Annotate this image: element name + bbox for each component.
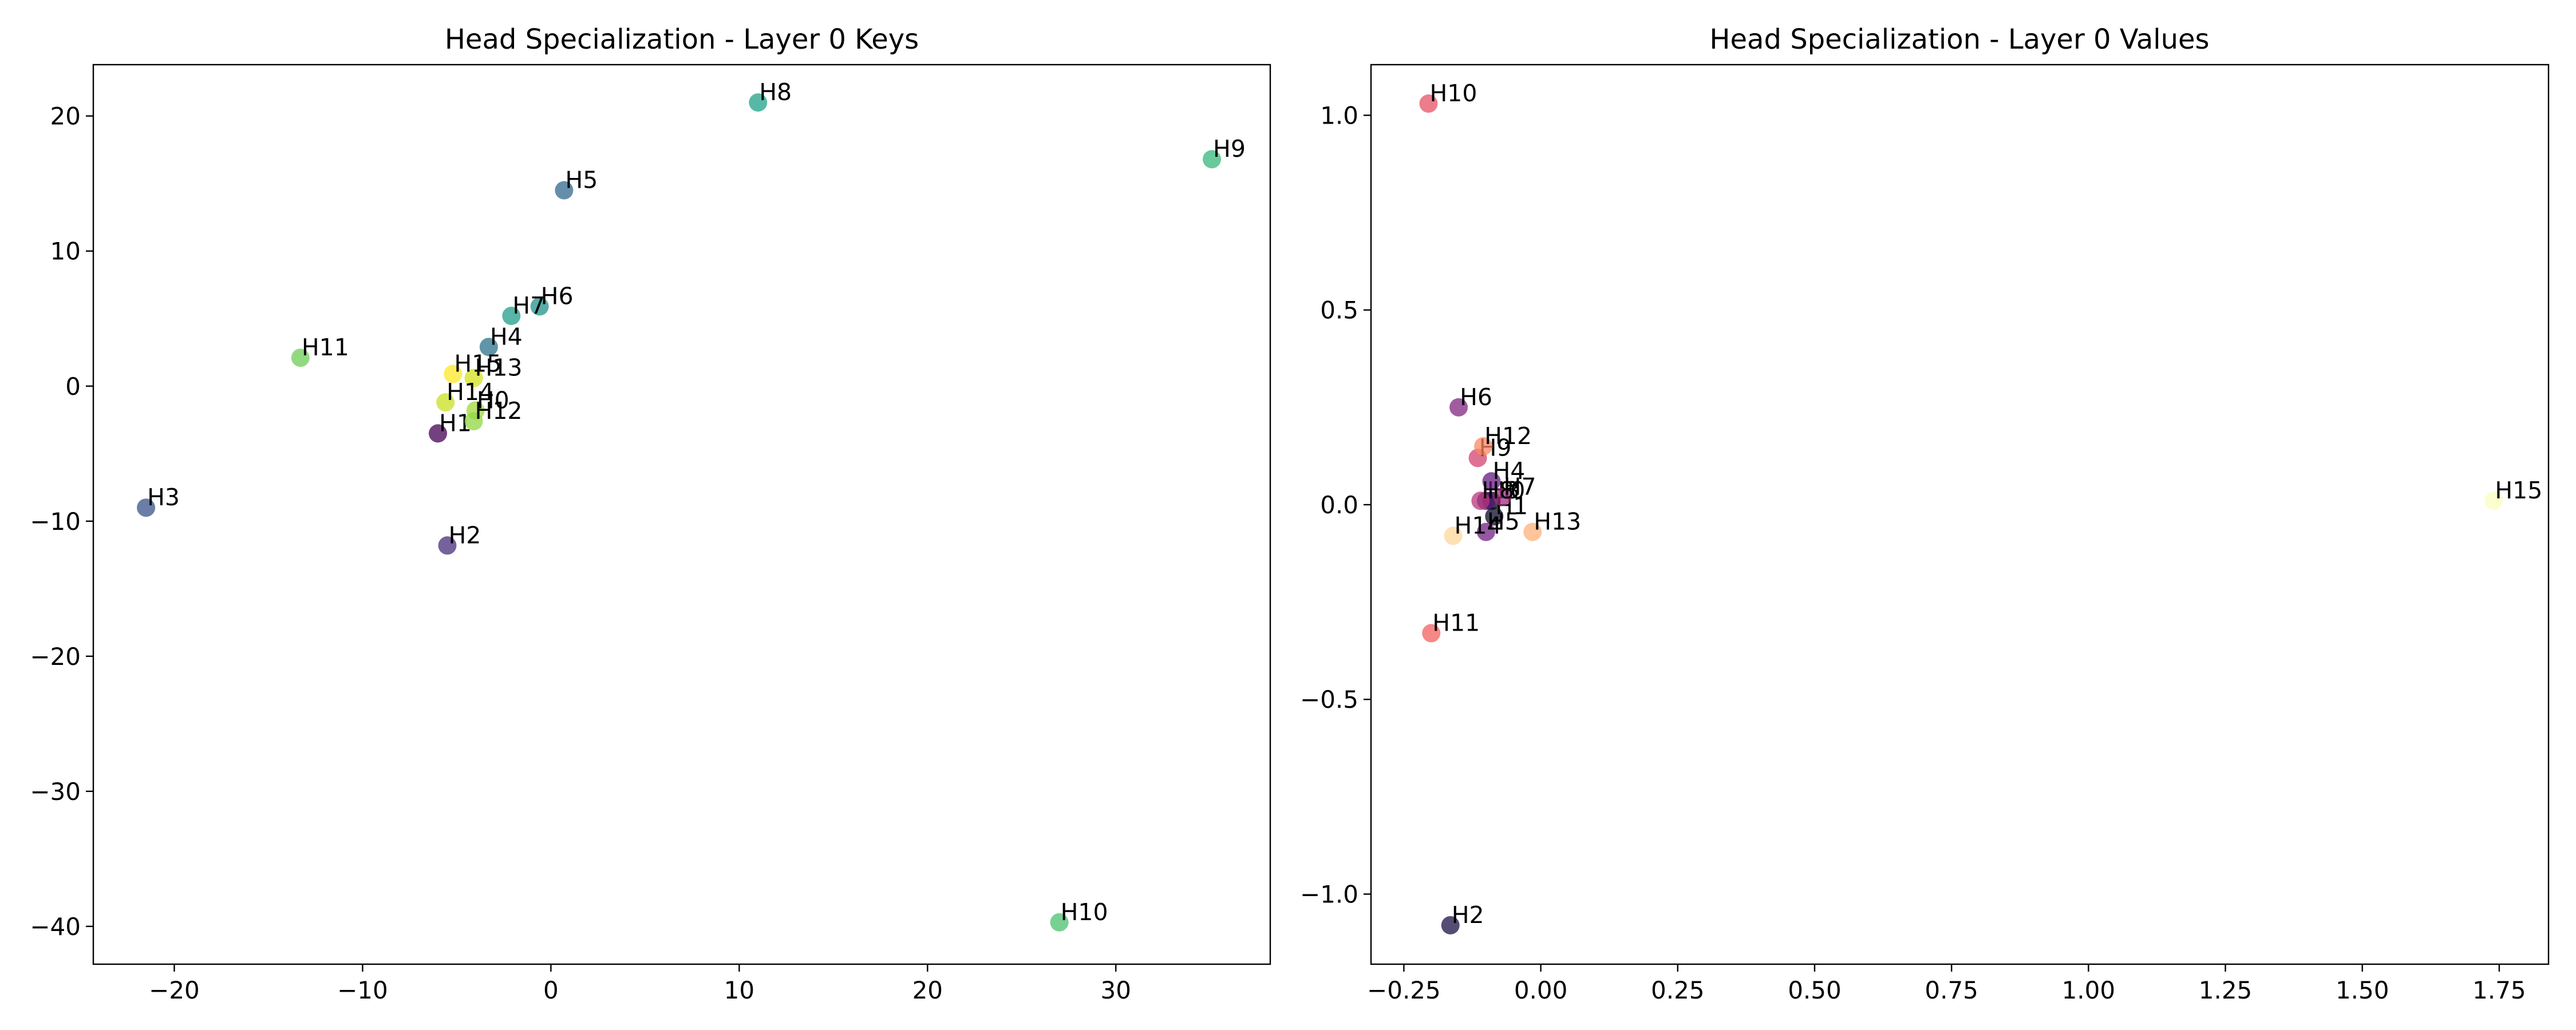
keys-point-label-h0: H0: [477, 386, 509, 414]
keys-point-label-h12: H12: [475, 397, 522, 425]
keys-x-tick-label: 20: [912, 976, 943, 1004]
keys-y-tick-label: −10: [30, 508, 81, 536]
keys-point-h4: [479, 338, 498, 356]
keys-x-tick-label: 10: [724, 976, 754, 1004]
keys-point-h13: [464, 369, 483, 387]
values-x-tick-label: 0.25: [1651, 976, 1705, 1004]
keys-point-label-h9: H9: [1213, 135, 1246, 163]
keys-y-tick-label: −20: [30, 643, 81, 671]
keys-point-h14: [436, 393, 455, 412]
values-y-tick-label: 0.0: [1320, 491, 1358, 519]
values-point-label-h4: H4: [1492, 457, 1525, 485]
keys-scatter-panel: Head Specialization - Layer 0 Keys −20 −1…: [30, 23, 1271, 1004]
keys-y-tick-label: −40: [30, 913, 81, 941]
keys-x-tick-label: −20: [149, 976, 200, 1004]
keys-point-label-h10: H10: [1061, 898, 1108, 926]
keys-y-tick-label: 20: [50, 102, 81, 130]
values-point-label-h2: H2: [1452, 901, 1484, 929]
keys-point-label-h3: H3: [147, 484, 180, 511]
keys-point-h6: [530, 297, 549, 316]
values-point-label-h10: H10: [1429, 80, 1477, 107]
values-point-h6: [1449, 398, 1468, 417]
values-point-h15: [2484, 492, 2503, 510]
keys-point-label-h6: H6: [541, 283, 574, 310]
values-x-tick-label: 0.50: [1788, 976, 1842, 1004]
values-point-h2: [1441, 916, 1460, 934]
keys-point-h9: [1203, 150, 1222, 169]
keys-x-tick-label: 0: [543, 976, 559, 1004]
keys-point-h7: [502, 307, 521, 326]
values-scatter-panel: Head Specialization - Layer 0 Values −0.…: [1300, 23, 2550, 1004]
values-y-tick-label: −1.0: [1300, 881, 1358, 909]
values-point-label-h12: H12: [1484, 422, 1532, 450]
values-y-tick-label: 0.5: [1320, 296, 1358, 324]
keys-point-label-h4: H4: [490, 323, 523, 350]
values-point-h13: [1523, 522, 1542, 541]
values-x-tick-label: 1.50: [2336, 976, 2389, 1004]
keys-point-h2: [438, 536, 457, 555]
values-point-label-h6: H6: [1460, 383, 1492, 411]
values-point-h11: [1422, 624, 1441, 643]
keys-point-label-h13: H13: [475, 354, 522, 382]
keys-point-h15: [444, 365, 463, 383]
keys-point-h5: [555, 181, 574, 200]
keys-point-h10: [1050, 913, 1069, 932]
values-point-label-h5: H5: [1487, 508, 1520, 536]
values-x-tick-label: 1.75: [2472, 976, 2526, 1004]
values-x-tick-label: −0.25: [1367, 976, 1441, 1004]
values-x-tick-label: 1.00: [2062, 976, 2116, 1004]
keys-point-label-h8: H8: [759, 78, 792, 106]
values-plot-frame: [1370, 64, 2550, 965]
keys-y-tick-label: 10: [50, 237, 81, 266]
keys-y-tick-label: 0: [65, 373, 81, 401]
keys-y-tick-label: −30: [30, 778, 81, 806]
values-point-h8: [1471, 492, 1490, 510]
keys-point-label-h11: H11: [302, 334, 349, 361]
values-point-h10: [1419, 94, 1438, 113]
keys-point-label-h15: H15: [454, 350, 501, 378]
keys-point-h11: [291, 348, 310, 367]
keys-point-label-h5: H5: [565, 167, 598, 194]
values-point-label-h14: H14: [1455, 512, 1502, 539]
keys-point-h8: [749, 93, 768, 112]
keys-x-tick-label: 30: [1101, 976, 1131, 1004]
keys-point-h1: [428, 424, 447, 443]
values-point-label-h7: H7: [1504, 473, 1536, 500]
keys-point-label-h7: H7: [512, 292, 545, 319]
values-y-tick-label: −0.5: [1300, 686, 1358, 714]
values-point-h12: [1474, 437, 1493, 455]
keys-plot-frame: [92, 64, 1271, 965]
values-point-h5: [1476, 522, 1495, 541]
keys-point-label-h2: H2: [448, 521, 481, 549]
values-chart-title: Head Specialization - Layer 0 Values: [1709, 23, 2209, 56]
keys-chart-title: Head Specialization - Layer 0 Keys: [445, 23, 919, 56]
values-y-tick-label: 1.0: [1320, 101, 1358, 129]
values-point-h14: [1444, 526, 1463, 545]
values-point-h4: [1482, 472, 1501, 491]
values-point-h7: [1493, 488, 1512, 506]
values-point-h1: [1485, 507, 1504, 526]
values-point-label-h11: H11: [1432, 609, 1480, 637]
keys-point-h3: [137, 498, 156, 517]
keys-x-tick-label: −10: [337, 976, 388, 1004]
values-x-tick-label: 1.25: [2199, 976, 2253, 1004]
values-point-label-h8: H8: [1481, 477, 1514, 504]
values-point-label-h13: H13: [1534, 508, 1581, 536]
values-x-tick-label: 0.00: [1514, 976, 1568, 1004]
keys-point-h12: [464, 412, 483, 431]
values-x-tick-label: 0.75: [1925, 976, 1978, 1004]
values-point-label-h15: H15: [2495, 477, 2542, 504]
